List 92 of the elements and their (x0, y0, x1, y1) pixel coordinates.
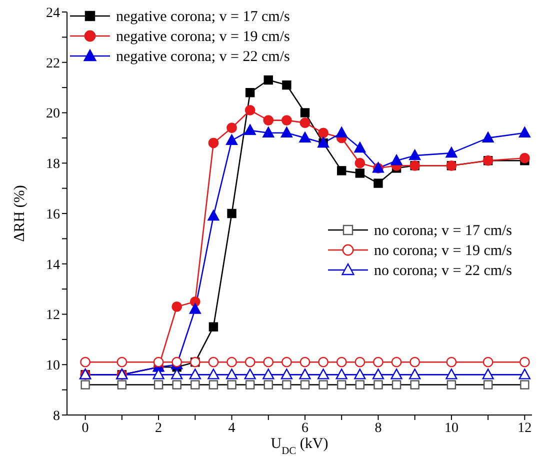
legend-label: no corona; v = 17 cm/s (374, 223, 512, 239)
point (446, 356, 457, 368)
point (80, 356, 91, 368)
point (373, 356, 384, 368)
y-tick-label: 8 (53, 408, 60, 424)
x-tick-label: 4 (228, 420, 236, 436)
point (299, 132, 311, 143)
point (446, 146, 458, 158)
x-tick-label: 6 (301, 420, 308, 436)
x-tick-label: 2 (155, 420, 162, 436)
point (390, 154, 402, 166)
point (355, 168, 365, 178)
point (410, 356, 420, 368)
x-axis-title: U$_{DC}$ (kV) (270, 436, 328, 456)
x-tick-label: 0 (82, 420, 89, 436)
point (280, 126, 292, 138)
point (189, 368, 201, 380)
point (264, 75, 273, 85)
point (299, 368, 311, 380)
point (482, 132, 494, 143)
point (226, 356, 237, 368)
point (300, 108, 310, 118)
legend-label: negative corona; v = 22 cm/s (116, 49, 290, 65)
point (337, 166, 346, 176)
point (171, 368, 183, 380)
y-tick-label: 20 (46, 106, 60, 122)
y-tick-label: 14 (46, 258, 60, 273)
point (354, 142, 366, 153)
point (208, 210, 220, 221)
y-tick-label: 10 (46, 358, 60, 374)
point (336, 356, 347, 368)
point (244, 356, 256, 368)
y-axis-title: ΔRH (%) (12, 185, 28, 242)
point (244, 105, 256, 116)
point (318, 368, 330, 380)
point (482, 368, 494, 380)
point (372, 368, 384, 380)
legend-label: no corona; v = 19 cm/s (374, 243, 512, 259)
y-tick-label: 12 (46, 308, 60, 324)
y-tick-label: 18 (46, 157, 60, 172)
point (336, 368, 348, 380)
legend-label: negative corona; v = 17 cm/s (116, 9, 290, 25)
x-tick-label: 12 (518, 420, 532, 436)
point (300, 356, 310, 368)
point (226, 122, 237, 134)
point (208, 368, 220, 380)
legend-label: negative corona; v = 19 cm/s (116, 29, 290, 45)
point (281, 115, 292, 126)
point (244, 124, 256, 135)
y-tick-label: 22 (46, 56, 60, 72)
point (482, 356, 494, 368)
point (318, 128, 328, 138)
point (244, 368, 256, 380)
point (354, 158, 366, 168)
point (354, 356, 366, 368)
point (245, 88, 255, 98)
point (354, 368, 366, 380)
point (282, 80, 292, 90)
point (391, 356, 402, 368)
point (189, 303, 201, 314)
point (263, 115, 274, 126)
point (518, 126, 530, 138)
point (263, 356, 274, 368)
x-tick-label: 8 (374, 420, 382, 436)
point (116, 356, 128, 368)
point (172, 301, 182, 312)
point (300, 118, 310, 128)
point (262, 126, 274, 138)
point (280, 368, 292, 380)
y-tick-label: 24 (46, 6, 60, 21)
point (390, 368, 402, 380)
point (519, 152, 530, 164)
point (153, 356, 164, 368)
point (336, 126, 348, 138)
point (374, 178, 383, 188)
point (519, 356, 530, 368)
point (409, 368, 421, 380)
point (208, 356, 219, 368)
point (446, 368, 458, 380)
y-tick-label: 16 (46, 207, 60, 222)
legend-label: no corona; v = 22 cm/s (374, 263, 512, 279)
point (409, 149, 421, 160)
point (262, 368, 274, 380)
point (226, 134, 238, 146)
point (318, 356, 328, 368)
point (281, 356, 292, 368)
point (518, 368, 530, 380)
point (208, 138, 219, 148)
x-tick-label: 10 (444, 420, 458, 436)
point (208, 322, 218, 332)
point (226, 368, 238, 380)
point (227, 208, 236, 218)
